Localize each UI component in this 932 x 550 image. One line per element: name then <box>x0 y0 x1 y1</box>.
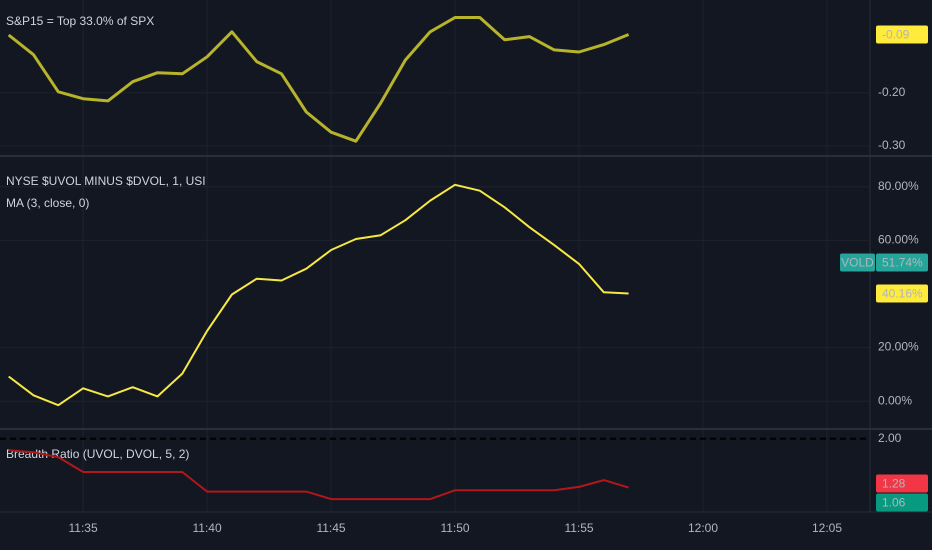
data-line <box>7 16 630 143</box>
y-tick-label: 80.00% <box>878 179 919 193</box>
price-badge-label: 51.74% <box>882 256 923 270</box>
pane-subtitle: MA (3, close, 0) <box>6 196 89 210</box>
x-tick-label: 11:55 <box>564 521 593 535</box>
y-tick-label: -0.20 <box>878 85 906 99</box>
x-tick-label: 11:35 <box>69 521 98 535</box>
x-tick-label: 11:50 <box>440 521 469 535</box>
x-tick-label: 12:05 <box>812 521 842 535</box>
pane-title: NYSE $UVOL MINUS $DVOL, 1, USI <box>6 174 206 188</box>
grid <box>0 0 870 512</box>
series-tag-label: VOLD <box>841 256 874 270</box>
y-tick-label: 60.00% <box>878 232 919 246</box>
pane-title: Breadth Ratio (UVOL, DVOL, 5, 2) <box>6 447 189 461</box>
price-badge <box>876 253 928 272</box>
price-badge-label: -0.09 <box>882 28 910 42</box>
price-badge <box>876 493 928 512</box>
price-badge-label: 1.28 <box>882 477 906 491</box>
pane-title: S&P15 = Top 33.0% of SPX <box>6 14 154 28</box>
x-tick-label: 12:00 <box>688 521 718 535</box>
price-badge-label: 1.06 <box>882 496 906 510</box>
price-badge <box>876 25 928 44</box>
y-tick-label: -0.30 <box>878 138 906 152</box>
y-tick-label: 0.00% <box>878 393 912 407</box>
price-badge <box>876 474 928 493</box>
price-badge-label: 40.16% <box>882 287 923 301</box>
y-tick-label: 20.00% <box>878 340 919 354</box>
data-line <box>8 449 629 501</box>
x-tick-label: 11:40 <box>192 521 221 535</box>
x-tick-label: 11:45 <box>316 521 345 535</box>
data-line <box>8 183 629 407</box>
price-badge <box>876 284 928 303</box>
y-tick-label: 2.00 <box>878 431 902 445</box>
series-tag <box>840 253 875 272</box>
